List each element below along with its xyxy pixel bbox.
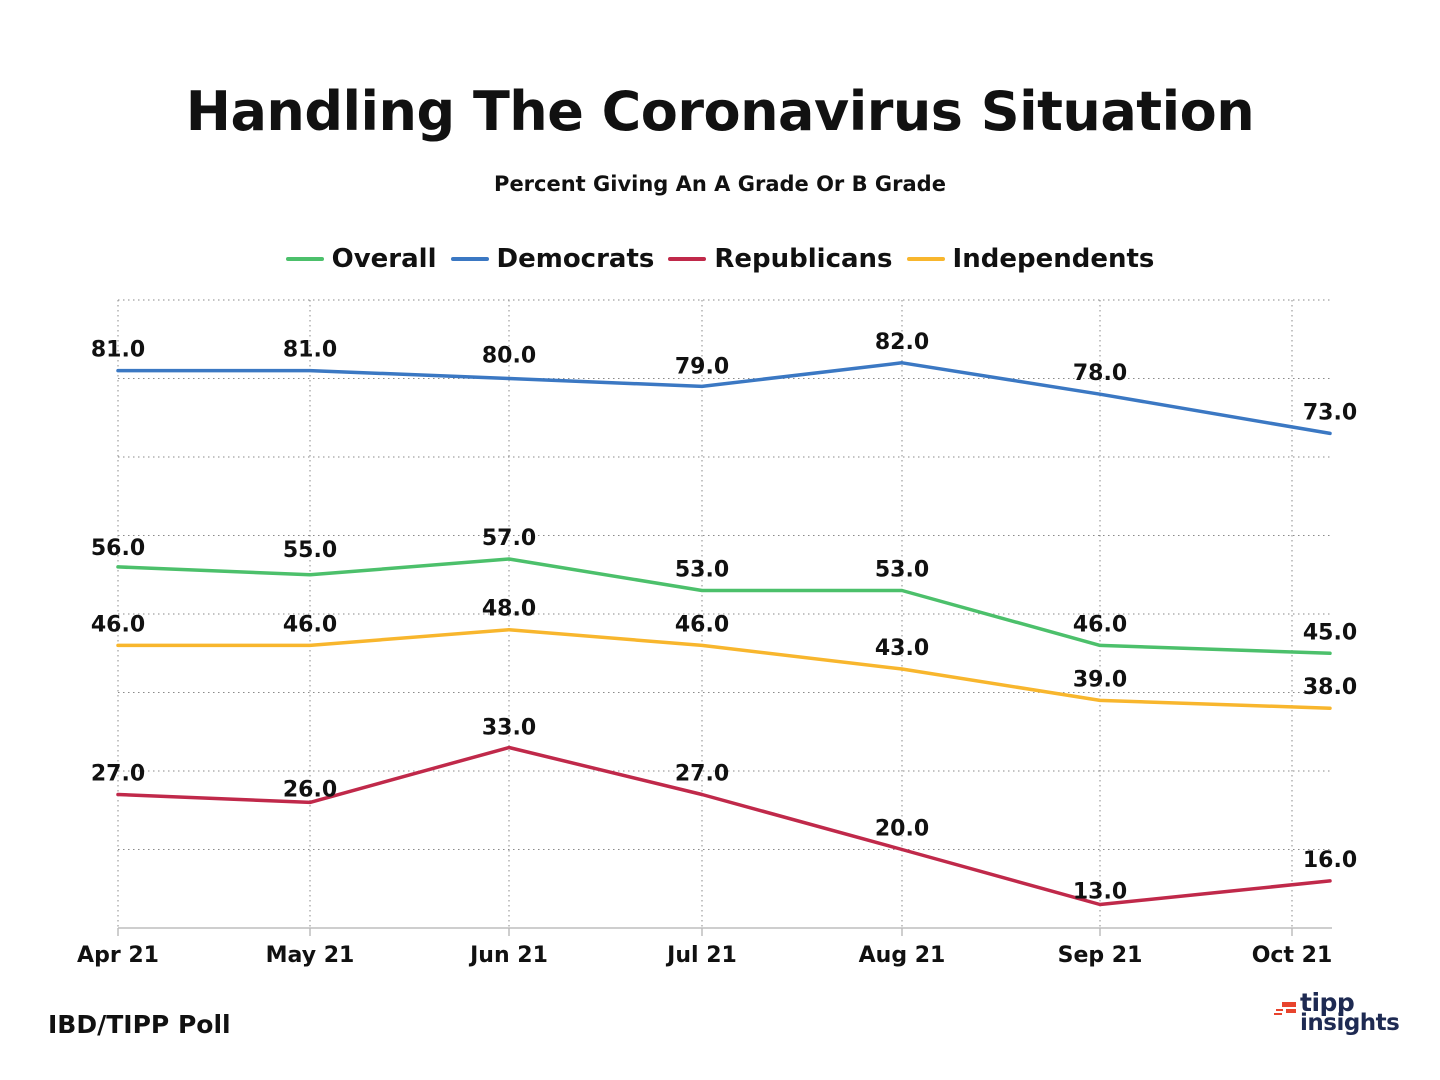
data-label: 20.0 [875, 817, 929, 842]
data-label: 45.0 [1303, 620, 1357, 645]
legend-item-democrats: Democrats [450, 244, 655, 274]
data-label: 79.0 [675, 354, 729, 379]
legend-item-republicans: Republicans [668, 244, 893, 274]
chart-legend: Overall Democrats Republicans Independen… [0, 244, 1440, 274]
legend-swatch-overall [285, 257, 324, 261]
legend-label-republicans: Republicans [714, 244, 893, 274]
data-label: 78.0 [1073, 361, 1127, 386]
data-label: 46.0 [675, 612, 729, 637]
data-label: 81.0 [91, 338, 145, 363]
legend-label-independents: Independents [952, 244, 1155, 274]
x-tick-label: Apr 21 [77, 943, 159, 968]
data-label: 57.0 [482, 526, 536, 551]
data-label: 39.0 [1073, 667, 1127, 692]
data-label: 82.0 [875, 330, 929, 355]
data-label: 81.0 [283, 338, 337, 363]
data-label: 43.0 [875, 636, 929, 661]
data-label: 16.0 [1303, 848, 1357, 873]
data-label: 26.0 [283, 777, 337, 802]
x-tick-label: Jul 21 [665, 943, 737, 968]
data-label: 46.0 [1073, 612, 1127, 637]
legend-label-democrats: Democrats [496, 244, 655, 274]
logo-text-insights: insights [1300, 1010, 1400, 1036]
logo-text-tipp: tipp [1300, 988, 1355, 1017]
data-label: 46.0 [91, 612, 145, 637]
tipp-insights-logo: tipp insights [1272, 988, 1412, 1044]
data-label: 55.0 [283, 538, 337, 563]
chart-title: Handling The Coronavirus Situation [185, 80, 1255, 143]
data-label: 53.0 [675, 557, 729, 582]
source-label: IBD/TIPP Poll [48, 1010, 231, 1039]
series-line-independents [116, 627, 1332, 710]
x-tick-label: Sep 21 [1058, 943, 1143, 968]
data-label: 33.0 [482, 715, 536, 740]
x-tick-label: Oct 21 [1252, 943, 1333, 968]
legend-item-independents: Independents [906, 244, 1155, 274]
data-label: 27.0 [91, 762, 145, 787]
logo-mark-icon [1274, 1002, 1296, 1015]
legend-swatch-independents [906, 257, 945, 261]
data-label: 80.0 [482, 344, 536, 369]
data-label: 73.0 [1303, 400, 1357, 425]
data-label: 27.0 [675, 762, 729, 787]
x-tick-label: Jun 21 [468, 943, 548, 968]
legend-item-overall: Overall [285, 244, 437, 274]
legend-label-overall: Overall [331, 244, 437, 274]
chart-subtitle: Percent Giving An A Grade Or B Grade [494, 172, 946, 196]
data-label: 38.0 [1303, 675, 1357, 700]
data-label: 48.0 [482, 597, 536, 622]
data-label: 13.0 [1073, 879, 1127, 904]
data-label: 56.0 [91, 536, 145, 561]
data-label: 53.0 [875, 557, 929, 582]
legend-swatch-democrats [450, 257, 489, 261]
data-label: 46.0 [283, 612, 337, 637]
x-tick-label: Aug 21 [859, 943, 946, 968]
legend-swatch-republicans [668, 257, 707, 261]
x-tick-label: May 21 [266, 943, 355, 968]
